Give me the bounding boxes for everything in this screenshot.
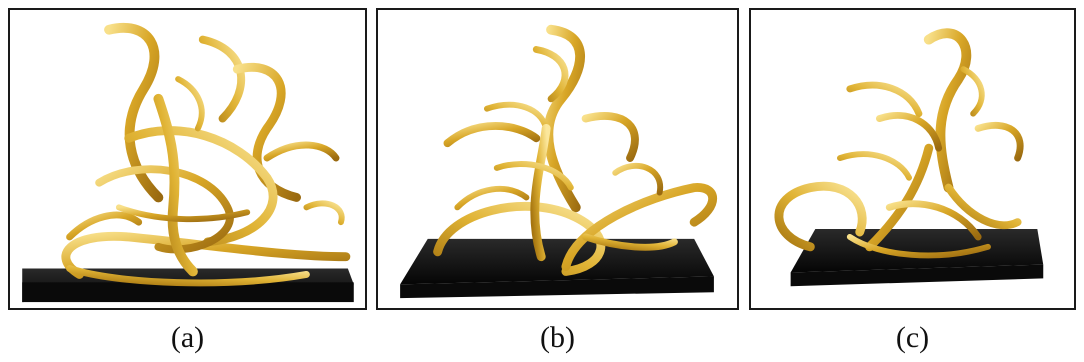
caption-a: (a) (170, 321, 205, 354)
sculpture-image-b (400, 24, 717, 299)
gold-ribbons (433, 24, 717, 276)
base-edge (790, 264, 1044, 287)
photo-panel-a (8, 8, 367, 310)
gold-ribbons (61, 23, 351, 287)
gold-ribbons (774, 28, 1024, 259)
base-edge (22, 282, 354, 303)
sculpture-image-c (774, 28, 1044, 287)
photo-panel-b (376, 8, 739, 310)
photo-panel-c (749, 8, 1076, 310)
base-edge (400, 276, 714, 299)
caption-b: (b) (540, 321, 575, 354)
sculpture-image-a (22, 23, 354, 303)
caption-c: (c) (895, 321, 930, 354)
